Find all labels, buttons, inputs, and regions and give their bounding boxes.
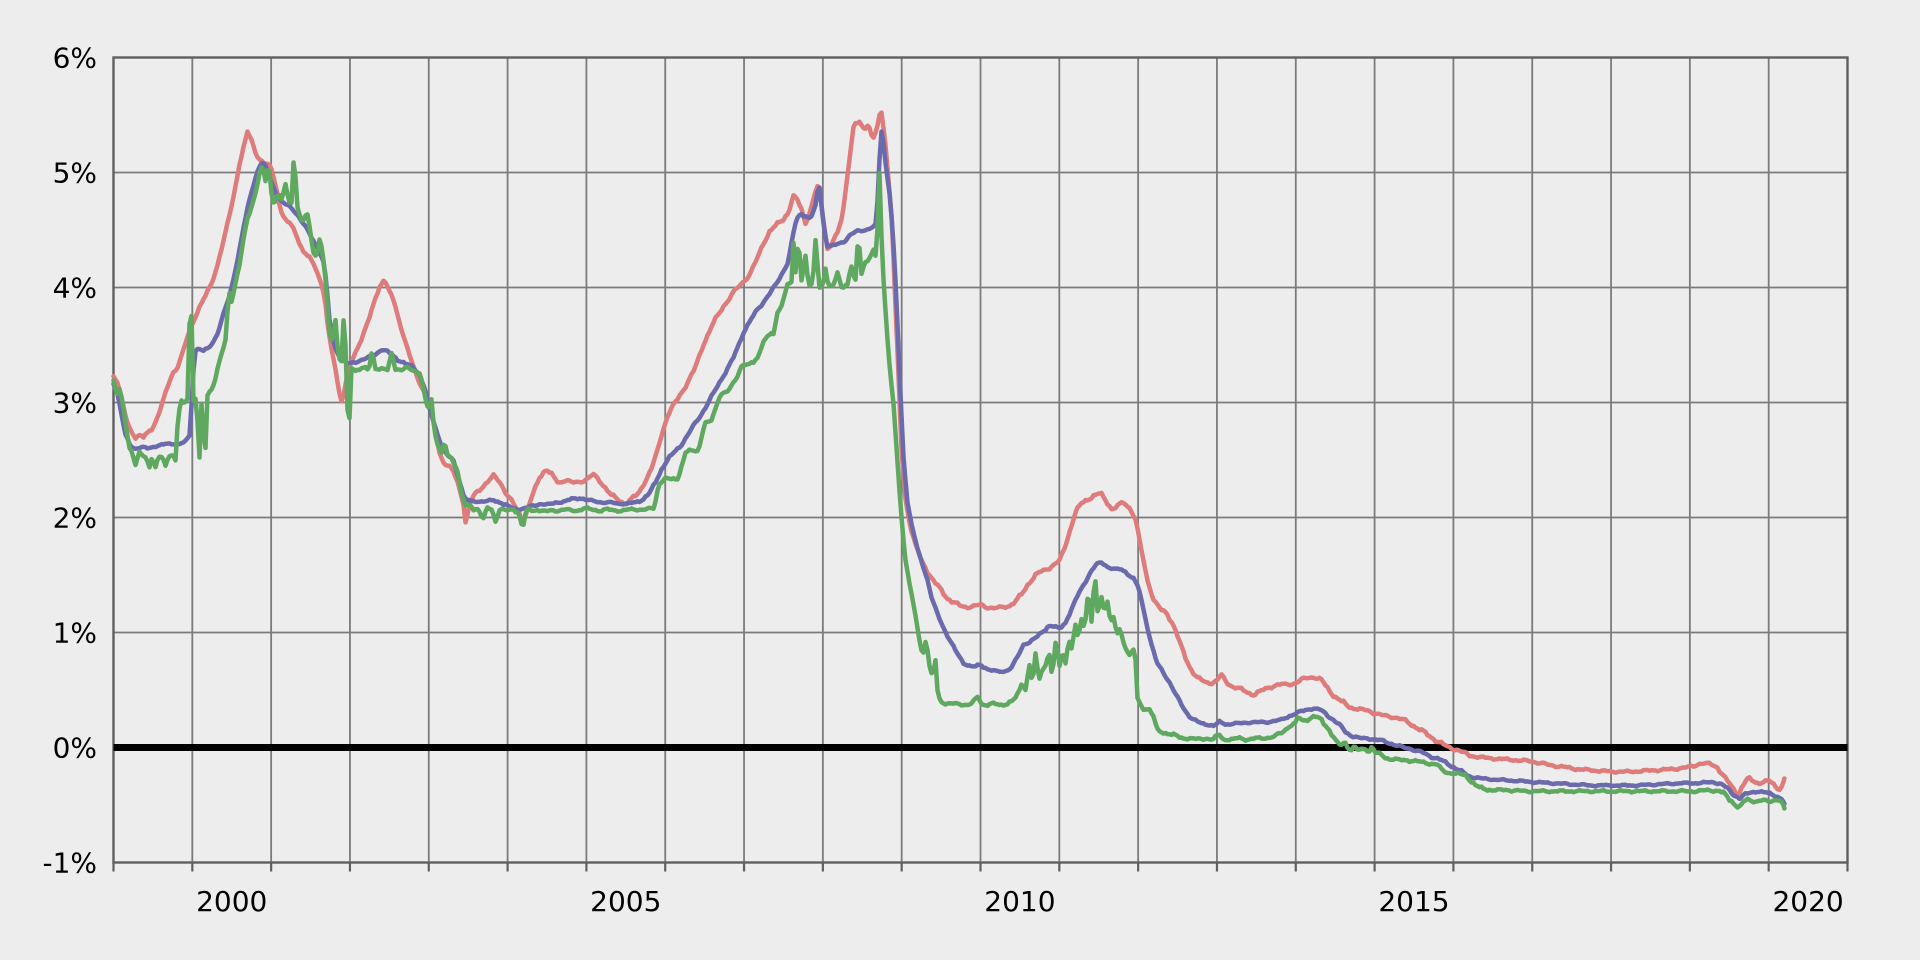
x-axis-label-2015: 2015	[1378, 885, 1449, 918]
x-axis-ticks	[112, 862, 1849, 872]
y-axis-label-5%: 5%	[53, 157, 97, 190]
series-green-line	[111, 160, 1787, 811]
y-axis-label-2%: 2%	[53, 502, 97, 535]
series-red-line	[111, 110, 1787, 797]
y-axis-label--1%: -1%	[42, 847, 97, 880]
y-axis-label-6%: 6%	[53, 42, 97, 75]
y-axis-label-4%: 4%	[53, 272, 97, 305]
x-axis-label-2000: 2000	[196, 885, 267, 918]
y-axis-label-1%: 1%	[53, 617, 97, 650]
x-axis-label-2005: 2005	[590, 885, 661, 918]
y-axis-label-3%: 3%	[53, 387, 97, 420]
y-axis-label-0%: 0%	[53, 732, 97, 765]
x-axis-label-2010: 2010	[984, 885, 1055, 918]
x-axis-label-2020: 2020	[1772, 885, 1843, 918]
